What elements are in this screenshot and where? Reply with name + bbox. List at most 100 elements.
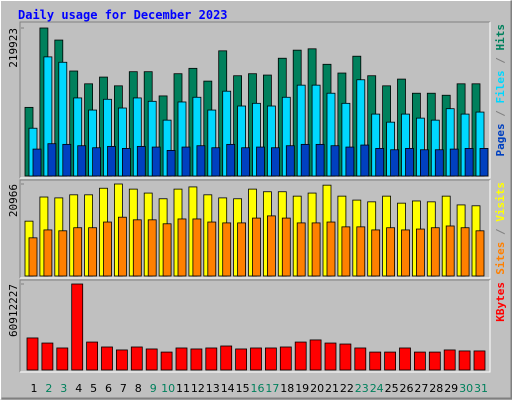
bar — [326, 221, 336, 277]
bar — [445, 225, 455, 277]
bar — [162, 223, 172, 277]
bar — [356, 226, 366, 277]
bar — [252, 217, 261, 277]
bar — [428, 351, 441, 371]
x-tick-label: 31 — [474, 382, 488, 395]
x-tick-label: 24 — [370, 382, 384, 395]
bar — [220, 345, 233, 371]
bar — [300, 143, 310, 177]
bar — [107, 145, 116, 177]
legend-entry: Files — [494, 70, 507, 103]
legend-entry: Visits — [494, 182, 507, 222]
bar — [479, 148, 489, 177]
x-tick-label: 13 — [206, 382, 220, 395]
bar — [399, 347, 411, 371]
legend-entry: Hits — [494, 24, 507, 51]
y-tick-label: 219923 — [7, 28, 20, 68]
x-tick-label: 18 — [280, 382, 294, 395]
panel-edge-light — [20, 22, 491, 179]
bar — [296, 222, 306, 277]
bar — [136, 145, 146, 177]
bar — [241, 147, 251, 177]
x-tick-label: 1 — [31, 382, 38, 395]
bar — [130, 346, 143, 371]
bar — [181, 146, 191, 177]
bar — [460, 227, 470, 277]
bar — [132, 219, 142, 277]
legend-separator: / — [494, 51, 507, 71]
bar — [56, 347, 69, 371]
panel-edge-dark — [19, 279, 490, 372]
bar — [103, 221, 112, 277]
bar — [58, 230, 68, 277]
legend-entry: Sites — [494, 242, 507, 275]
legend-entry: Pages — [494, 123, 507, 156]
bar — [28, 237, 38, 277]
x-tick-label: 22 — [340, 382, 354, 395]
x-tick-label: 30 — [459, 382, 473, 395]
bar — [88, 227, 97, 277]
bar — [226, 143, 236, 177]
legend-separator: / — [494, 222, 507, 242]
bar — [192, 218, 202, 277]
bar — [473, 350, 486, 371]
x-tick-label: 5 — [90, 382, 97, 395]
bar — [434, 149, 444, 177]
bar — [235, 348, 248, 371]
bar — [71, 283, 84, 371]
bar — [360, 144, 370, 177]
x-tick-label: 25 — [385, 382, 399, 395]
x-tick-label: 16 — [251, 382, 265, 395]
bar — [122, 148, 131, 177]
bar — [281, 217, 291, 277]
bar — [207, 221, 217, 277]
legend: Sites / Visits — [494, 182, 507, 275]
bar — [147, 219, 157, 277]
x-tick-label: 15 — [236, 382, 250, 395]
bar — [294, 341, 307, 371]
bar — [166, 150, 176, 177]
y-tick-label: 20966 — [7, 184, 20, 217]
bar — [86, 341, 98, 371]
bar — [354, 347, 367, 371]
bar — [77, 145, 87, 177]
bar — [222, 222, 232, 277]
bar — [285, 145, 295, 177]
x-tick-label: 10 — [161, 382, 175, 395]
bar — [384, 351, 397, 371]
bar — [190, 348, 203, 371]
bar — [345, 146, 355, 177]
bar — [475, 230, 485, 277]
bar — [32, 148, 42, 177]
x-tick-label: 14 — [221, 382, 235, 395]
bar — [196, 145, 206, 177]
bar — [386, 227, 396, 277]
x-tick-label: 8 — [135, 382, 142, 395]
bar — [43, 229, 53, 277]
y-tick-label: 60912227 — [7, 284, 20, 337]
x-tick-label: 17 — [265, 382, 279, 395]
bar — [430, 227, 440, 277]
x-tick-label: 11 — [176, 382, 190, 395]
x-tick-label: 26 — [400, 382, 414, 395]
panel-edge-dark — [19, 179, 490, 278]
bar — [92, 147, 101, 177]
x-tick-label: 29 — [444, 382, 458, 395]
bar — [369, 351, 382, 371]
bar — [449, 148, 459, 177]
legend: Pages / Files / Hits — [494, 24, 507, 157]
legend: KBytes — [494, 282, 507, 322]
bar — [41, 342, 54, 371]
x-tick-label: 19 — [295, 382, 309, 395]
legend-separator: / — [494, 104, 507, 124]
bar — [371, 229, 381, 277]
x-tick-label: 20 — [310, 382, 324, 395]
bar — [315, 143, 325, 177]
chart-title: Daily usage for December 2023 — [18, 8, 228, 22]
bar — [256, 146, 265, 177]
bar — [339, 343, 352, 371]
x-tick-label: 27 — [414, 382, 428, 395]
x-tick-label: 2 — [45, 382, 52, 395]
